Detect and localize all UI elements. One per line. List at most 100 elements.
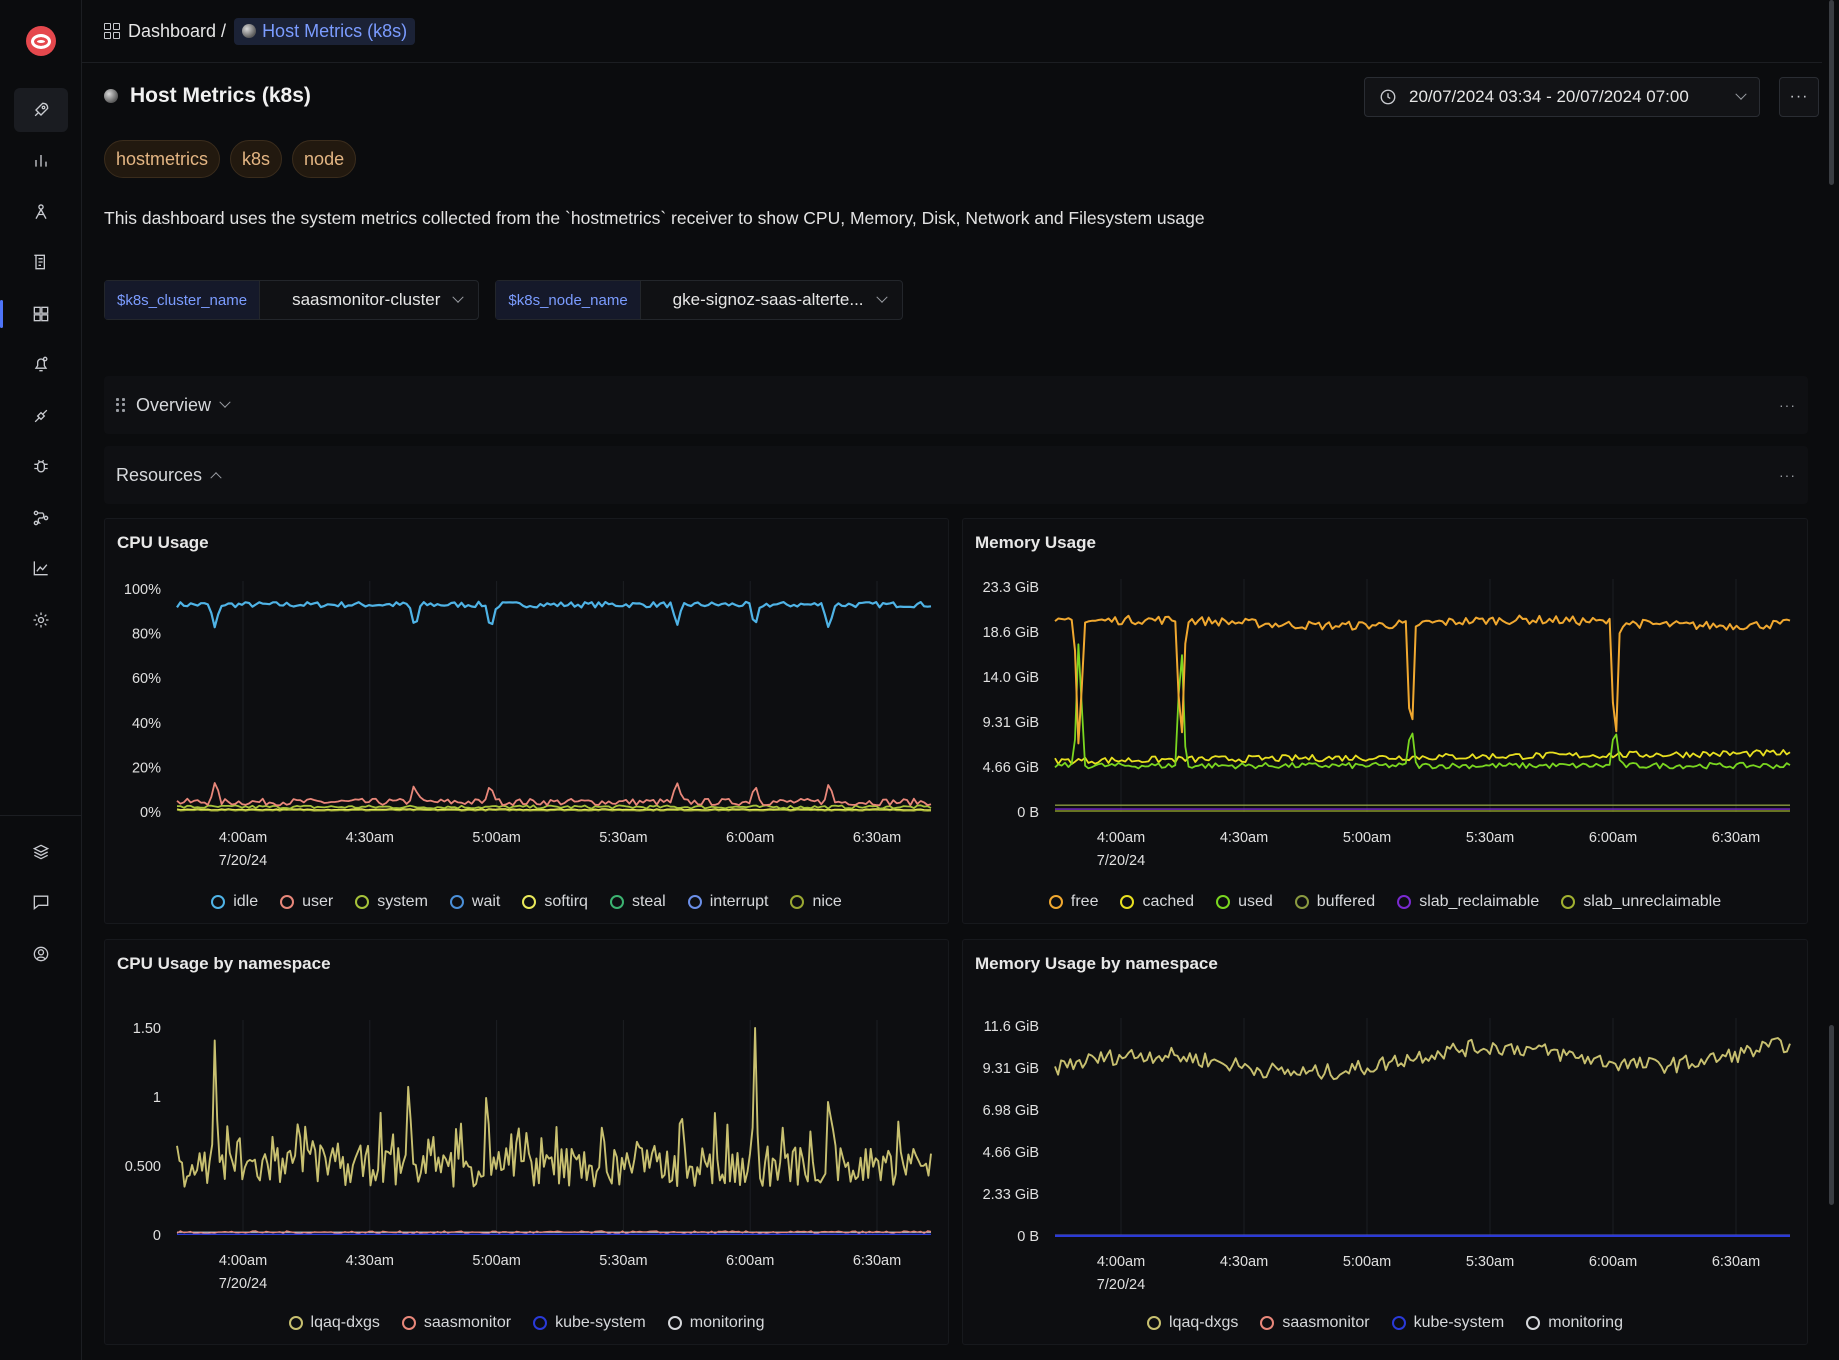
y-tick-label: 100% <box>124 582 161 598</box>
variable-node-name[interactable]: $k8s_node_name gke-signoz-saas-alterte..… <box>495 280 903 320</box>
y-tick-label: 14.0 GiB <box>983 670 1039 686</box>
panel-cpu-usage-by-namespace[interactable]: CPU Usage by namespace 1.50 1 0.500 0 4:00am… <box>104 939 949 1345</box>
dashboard-icon[interactable] <box>0 292 68 336</box>
cpu-namespace-chart[interactable]: 1.50 1 0.500 0 4:00am 7/20/24 4:30am 5:00am 5:30… <box>105 940 950 1346</box>
scrollbar-thumb[interactable] <box>1829 0 1834 185</box>
y-tick-label: 6.98 GiB <box>983 1103 1039 1119</box>
more-options-button[interactable]: ··· <box>1779 77 1819 117</box>
legend-item[interactable]: system <box>355 893 428 911</box>
legend-item[interactable]: user <box>280 893 333 911</box>
settings-icon[interactable] <box>14 598 68 642</box>
series-line-user[interactable] <box>176 782 932 807</box>
y-tick-label: 4.66 GiB <box>983 760 1039 776</box>
panel-memory-usage-by-namespace[interactable]: Memory Usage by namespace 11.6 GiB 9.31 G… <box>962 939 1808 1345</box>
time-range-picker[interactable]: 20/07/2024 03:34 - 20/07/2024 07:00 <box>1364 77 1760 117</box>
y-tick-label: 40% <box>132 716 161 732</box>
y-tick-label: 0 B <box>1017 805 1039 821</box>
legend-item[interactable]: kube-system <box>533 1314 646 1332</box>
legend-dot-icon <box>1526 1316 1541 1330</box>
legend-dot-icon <box>1147 1316 1162 1330</box>
x-tick-label: 5:30am <box>1466 1254 1514 1270</box>
cpu-usage-chart[interactable]: 100% 80% 60% 40% 20% 0% 4:00am 7/20/24 4:30am 5:0… <box>105 519 950 925</box>
chat-icon[interactable] <box>14 880 68 924</box>
series-line-idle[interactable] <box>176 600 932 629</box>
alerts-icon[interactable] <box>14 342 68 386</box>
y-tick-label: 0.500 <box>125 1159 161 1175</box>
series-line-system[interactable] <box>177 804 932 810</box>
series-line-saasmonitor[interactable] <box>176 1230 932 1235</box>
rocket-icon[interactable] <box>14 88 68 132</box>
panel-memory-usage[interactable]: Memory Usage 23.3 GiB 18.6 GiB 14.0 GiB 9.3… <box>962 518 1808 924</box>
legend-item[interactable]: softirq <box>522 893 588 911</box>
legend-dot-icon <box>667 1316 682 1330</box>
traces-icon[interactable] <box>14 190 68 234</box>
variable-value-select[interactable]: saasmonitor-cluster <box>260 281 478 319</box>
variable-cluster-name[interactable]: $k8s_cluster_name saasmonitor-cluster <box>104 280 480 320</box>
integrations-icon[interactable] <box>14 394 68 438</box>
legend-dot-icon <box>1561 895 1576 909</box>
legend-item[interactable]: cached <box>1120 893 1194 911</box>
series-line-used[interactable] <box>1054 643 1791 770</box>
metrics-icon[interactable] <box>14 546 68 590</box>
user-icon[interactable] <box>14 932 68 976</box>
variable-value-select[interactable]: gke-signoz-saas-alterte... <box>641 281 902 319</box>
x-tick-label: 5:00am <box>1343 830 1391 846</box>
legend-item[interactable]: interrupt <box>687 893 768 911</box>
y-tick-label: 1.50 <box>133 1021 161 1037</box>
workspace-icon[interactable] <box>14 830 68 874</box>
logs-icon[interactable] <box>14 240 68 284</box>
legend-item[interactable]: slab_unreclaimable <box>1561 893 1721 911</box>
bug-icon[interactable] <box>14 444 68 488</box>
clock-icon <box>1380 89 1396 105</box>
legend-item[interactable]: wait <box>449 893 500 911</box>
x-date-label: 7/20/24 <box>1097 853 1145 869</box>
legend-item[interactable]: buffered <box>1294 893 1375 911</box>
section-more-icon[interactable]: ··· <box>1779 467 1796 483</box>
legend-item[interactable]: steal <box>609 893 666 911</box>
series-line-nice[interactable] <box>176 809 932 812</box>
series-line-lqaq-dxgs[interactable] <box>176 1027 932 1188</box>
bar-chart-icon[interactable] <box>14 138 68 182</box>
legend-item[interactable]: lqaq-dxgs <box>288 1314 380 1332</box>
memory-usage-chart[interactable]: 23.3 GiB 18.6 GiB 14.0 GiB 9.31 GiB 4.66 GiB… <box>963 519 1809 925</box>
series-line-free[interactable] <box>1054 614 1791 745</box>
variable-value: saasmonitor-cluster <box>292 290 441 309</box>
breadcrumb: Dashboard / Host Metrics (k8s) <box>104 17 416 45</box>
legend-item[interactable]: slab_reclaimable <box>1397 893 1539 911</box>
memory-namespace-chart[interactable]: 11.6 GiB 9.31 GiB 6.98 GiB 4.66 GiB 2.33 GiB… <box>963 940 1809 1346</box>
x-tick-label: 6:00am <box>1589 830 1637 846</box>
breadcrumb-current[interactable]: Host Metrics (k8s) <box>234 17 416 45</box>
series-line-softirq[interactable] <box>176 808 932 811</box>
legend-item[interactable]: saasmonitor <box>1260 1314 1370 1332</box>
section-resources[interactable]: Resources ··· <box>104 446 1808 504</box>
legend-item[interactable]: idle <box>211 893 258 911</box>
y-tick-label: 23.3 GiB <box>983 580 1039 596</box>
legend-item[interactable]: lqaq-dxgs <box>1147 1314 1238 1332</box>
signoz-logo[interactable] <box>26 26 56 56</box>
x-tick-label: 6:30am <box>853 1253 901 1269</box>
chevron-down-icon <box>452 291 465 303</box>
legend-item[interactable]: kube-system <box>1391 1314 1504 1332</box>
variable-selectors: $k8s_cluster_name saasmonitor-cluster $k… <box>104 280 903 320</box>
x-tick-label: 5:00am <box>472 830 520 846</box>
legend-item[interactable]: free <box>1048 893 1098 911</box>
breadcrumb-root[interactable]: Dashboard / <box>128 20 227 41</box>
pipelines-icon[interactable] <box>14 496 68 540</box>
section-more-icon[interactable]: ··· <box>1779 397 1796 413</box>
dashboard-grid-icon <box>104 23 120 39</box>
series-line-lqaq-dxgs[interactable] <box>1054 1037 1791 1081</box>
legend-item[interactable]: monitoring <box>1526 1314 1623 1332</box>
legend-item[interactable]: nice <box>790 893 842 911</box>
section-overview[interactable]: Overview ··· <box>104 376 1808 434</box>
legend-item[interactable]: used <box>1216 893 1273 911</box>
drag-handle-icon[interactable] <box>116 398 126 412</box>
panel-cpu-usage[interactable]: CPU Usage 100% 80% 60% 40% 20% 0% 4:00am 7/20/2… <box>104 518 949 924</box>
legend-item[interactable]: saasmonitor <box>401 1314 511 1332</box>
x-tick-label: 6:30am <box>1712 830 1760 846</box>
series-line-cached[interactable] <box>1054 749 1791 765</box>
legend-label: monitoring <box>689 1314 765 1331</box>
scrollbar-thumb-lower[interactable] <box>1829 1025 1834 1205</box>
legend-dot-icon <box>1216 895 1231 909</box>
legend-item[interactable]: monitoring <box>667 1314 765 1332</box>
legend-label: idle <box>233 893 259 910</box>
